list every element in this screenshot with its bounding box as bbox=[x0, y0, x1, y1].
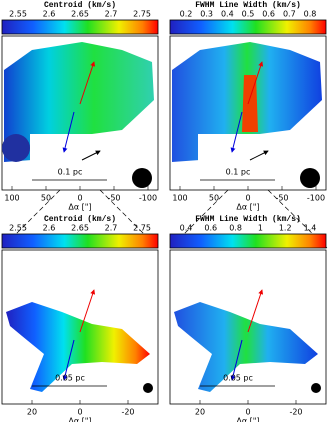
beam bbox=[132, 168, 152, 188]
x-tick-label: -100 bbox=[139, 194, 157, 203]
colorbar-tick-label: 2.7 bbox=[105, 10, 118, 19]
panel: Centroid (km/s) 2.55 2.6 2.65 2.7 2.75 0.1 pc 1… bbox=[1, 1, 159, 212]
colorbar-title: Centroid (km/s) bbox=[44, 1, 116, 10]
map-emission bbox=[6, 302, 150, 392]
outflow-blue bbox=[62, 111, 75, 153]
colorbar-tick-label: 2.6 bbox=[43, 224, 56, 233]
map-emission bbox=[4, 42, 154, 162]
arrow bbox=[81, 150, 101, 161]
panel: FWHM Line Width (km/s)0.4 0.6 0.8 1 1.2 1.4 0.… bbox=[169, 215, 327, 422]
panel: FWHM Line Width (km/s)0.2 0.3 0.4 0.5 0.6 0.7… bbox=[169, 1, 327, 212]
colorbar-tick-label: 2.75 bbox=[133, 224, 151, 233]
outflow-blue bbox=[230, 339, 243, 381]
x-tick-label: 50 bbox=[41, 194, 51, 203]
x-axis-label: Δα ["] bbox=[236, 203, 259, 212]
colorbar-tick-label: 2.75 bbox=[133, 10, 151, 19]
beam bbox=[300, 168, 320, 188]
x-axis-label: Δα ["] bbox=[68, 203, 91, 212]
x-tick-label: 50 bbox=[209, 194, 219, 203]
colorbar-tick-label: 2.65 bbox=[71, 224, 89, 233]
x-tick-label: 0 bbox=[245, 408, 250, 417]
colorbar-tick-label: 0.3 bbox=[200, 10, 213, 19]
map-emission bbox=[174, 302, 318, 392]
colorbar-tick-label: 2.7 bbox=[105, 224, 118, 233]
scale-bar-label: 0.05 pc bbox=[223, 374, 253, 383]
colorbar-tick-label: 0.6 bbox=[204, 224, 217, 233]
colorbar-tick-label: 0.8 bbox=[304, 10, 317, 19]
colorbar-title: Centroid (km/s) bbox=[44, 215, 116, 224]
outflow-red bbox=[247, 289, 264, 333]
outflow-red bbox=[247, 61, 264, 105]
x-tick-label: -100 bbox=[307, 194, 325, 203]
outflow-red bbox=[79, 61, 96, 105]
outflow-blue bbox=[62, 339, 75, 381]
x-tick-label: 0 bbox=[77, 408, 82, 417]
x-axis-label: Δα ["] bbox=[68, 417, 91, 422]
colorbar bbox=[169, 19, 327, 35]
x-axis-label: Δα ["] bbox=[236, 417, 259, 422]
colorbar-tick-label: 2.55 bbox=[9, 10, 27, 19]
scale-bar-label: 0.05 pc bbox=[55, 374, 85, 383]
colorbar-tick-label: 0.8 bbox=[229, 224, 242, 233]
colorbar-title: FWHM Line Width (km/s) bbox=[195, 215, 301, 224]
beam bbox=[143, 383, 153, 393]
x-tick-label: 100 bbox=[172, 194, 187, 203]
x-tick-label: 100 bbox=[4, 194, 19, 203]
colorbar-tick-label: 2.6 bbox=[43, 10, 56, 19]
arrow bbox=[249, 150, 269, 161]
colorbar-tick-label: 0.6 bbox=[262, 10, 275, 19]
colorbar-tick-label: 1.2 bbox=[279, 224, 292, 233]
map-core bbox=[242, 75, 258, 132]
colorbar-tick-label: 0.2 bbox=[180, 10, 193, 19]
colorbar-tick-label: 0.5 bbox=[242, 10, 255, 19]
colorbar bbox=[1, 233, 159, 249]
panel: Centroid (km/s) 2.55 2.6 2.65 2.7 2.75 0.05 pc… bbox=[1, 215, 159, 422]
outflow-blue bbox=[230, 111, 243, 153]
x-tick-label: 20 bbox=[195, 408, 205, 417]
x-tick-label: 0 bbox=[245, 194, 250, 203]
colorbar bbox=[1, 19, 159, 35]
scale-bar-label: 0.1 pc bbox=[226, 168, 251, 177]
colorbar-tick-label: 2.55 bbox=[9, 224, 27, 233]
scale-bar-label: 0.1 pc bbox=[58, 168, 83, 177]
x-tick-label: -20 bbox=[121, 408, 134, 417]
x-tick-label: -50 bbox=[275, 194, 288, 203]
colorbar bbox=[169, 233, 327, 249]
x-tick-label: 20 bbox=[27, 408, 37, 417]
x-tick-label: -20 bbox=[289, 408, 302, 417]
colorbar-tick-label: 2.65 bbox=[71, 10, 89, 19]
colorbar-tick-label: 0.4 bbox=[221, 10, 234, 19]
beam bbox=[311, 383, 321, 393]
outflow-red bbox=[79, 289, 96, 333]
map-blank bbox=[30, 134, 130, 189]
colorbar-title: FWHM Line Width (km/s) bbox=[195, 1, 301, 10]
x-tick-label: -50 bbox=[107, 194, 120, 203]
colorbar-tick-label: 1 bbox=[258, 224, 263, 233]
colorbar-tick-label: 1.4 bbox=[304, 224, 317, 233]
x-tick-label: 0 bbox=[77, 194, 82, 203]
map-core bbox=[2, 134, 30, 162]
map-blank bbox=[198, 134, 298, 189]
colorbar-tick-label: 0.4 bbox=[180, 224, 193, 233]
colorbar-tick-label: 0.7 bbox=[283, 10, 296, 19]
